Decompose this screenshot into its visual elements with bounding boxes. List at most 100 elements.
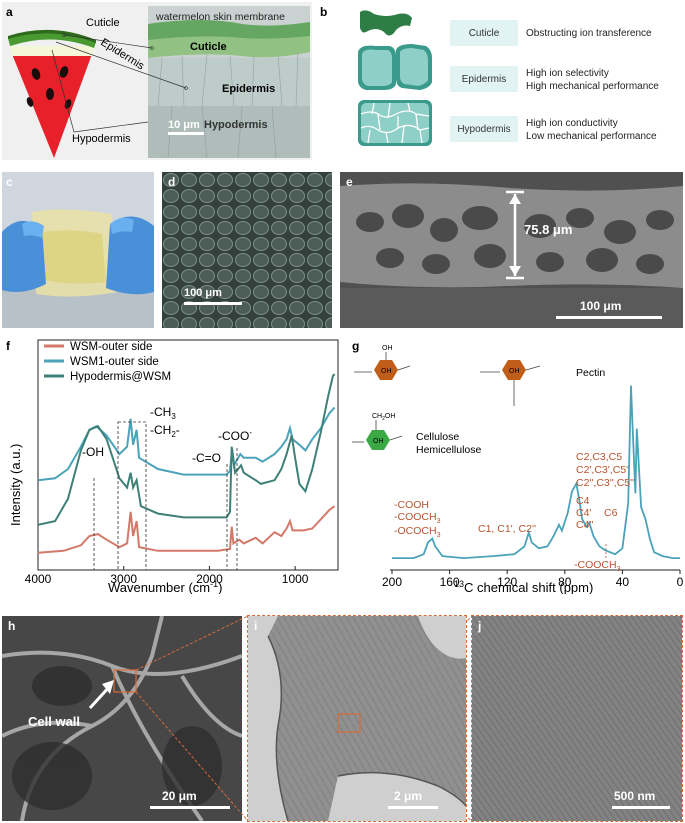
- sem-cell-wall: Cell wall 20 μm h: [2, 616, 242, 821]
- pectin-structure-2: OH: [480, 360, 541, 406]
- cuticle-shape: [360, 10, 412, 36]
- panel-c: c: [2, 172, 154, 328]
- ann-c2-3: C2'',C3'',C5'': [576, 477, 634, 489]
- desc-hypodermis-line1: High ion conductivity: [526, 118, 618, 129]
- cellulose-structure: CH2OH OH: [352, 413, 403, 450]
- label-pectin: Pectin: [576, 367, 605, 379]
- box-cuticle: Cuticle: [450, 20, 518, 46]
- ftir-series-group: [37, 373, 336, 554]
- nmr-xlabel: 13C chemical shift (ppm): [454, 579, 593, 594]
- panel-label-a: a: [6, 5, 13, 19]
- scale-bar-j: [612, 806, 670, 809]
- ann-ch2: -CH2-: [150, 423, 180, 439]
- ann-cooch3: -COOCH3: [394, 511, 441, 525]
- panel-d: 100 μm d: [162, 172, 332, 328]
- panel-g: g 200 160 120 80 40 0 OH OH OH Pectin: [350, 336, 684, 594]
- scale-bar-e: [556, 316, 662, 319]
- desc-epidermis: High ion selectivity High mechanical per…: [526, 67, 659, 93]
- ftir-series-0: [37, 505, 336, 554]
- label-epidermis: Epidermis: [98, 36, 146, 72]
- micro-label-cuticle: Cuticle: [190, 41, 227, 53]
- panel-label-i: i: [254, 619, 257, 633]
- pectin1-oh-center: OH: [381, 368, 392, 375]
- nmr-chart: g 200 160 120 80 40 0 OH OH OH Pectin: [352, 339, 684, 594]
- scale-bar-h: [150, 806, 230, 809]
- ann-c4-2: C4': [576, 507, 591, 519]
- legend-hypodermis-wsm: Hypodermis@WSM: [70, 371, 171, 383]
- label-cuticle: Cuticle: [86, 17, 120, 29]
- scale-label-j: 500 nm: [614, 789, 655, 803]
- panel-i: 2 μm i: [247, 615, 467, 822]
- desc-cuticle-line1: Obstructing ion transference: [526, 28, 652, 39]
- nmr-series-group: [392, 385, 680, 560]
- box-hypodermis: Hypodermis: [450, 116, 518, 142]
- desc-hypodermis: High ion conductivity Low mechanical per…: [526, 117, 657, 143]
- scale-label-h: 20 μm: [162, 789, 197, 803]
- nmr-tick-label: 80: [558, 575, 572, 589]
- nmr-tick-label: 0: [677, 575, 684, 589]
- panel-h: Cell wall 20 μm h: [2, 616, 242, 821]
- scale-label-a: 10 μm: [168, 119, 200, 131]
- desc-cuticle: Obstructing ion transference: [526, 27, 652, 40]
- hypodermis-cells: [358, 100, 432, 146]
- nmr-tick-label: 200: [382, 575, 402, 589]
- panel-label-e: e: [346, 175, 353, 189]
- pectin2-oh-center: OH: [509, 368, 520, 375]
- desc-hypodermis-line2: Low mechanical performance: [526, 131, 657, 142]
- ann-coo: -COO-: [218, 428, 252, 443]
- panel-label-h: h: [8, 619, 15, 633]
- ann-cooh: -COOH: [394, 499, 429, 511]
- ftir-ylabel: Intensity (a.u.): [8, 444, 23, 526]
- panel-label-f: f: [6, 339, 11, 353]
- ftir-xlabel: Wavenumber (cm-1): [108, 579, 222, 594]
- nmr-tick-label: 120: [497, 575, 517, 589]
- cellulose-ch2oh: CH2OH: [372, 413, 395, 422]
- ann-c4-1: C4: [576, 495, 590, 507]
- ann-c6-cooch3: -COOCH3: [574, 559, 621, 573]
- tem-cell-wall: 2 μm i: [248, 616, 466, 821]
- micro-label-hypodermis: Hypodermis: [204, 119, 268, 131]
- membrane-photo: c: [2, 172, 154, 328]
- ftir-tick-label: 2000: [196, 572, 223, 586]
- micro-label-epidermis: Epidermis: [222, 83, 275, 95]
- panel-e: 75.8 μm 100 μm e: [340, 172, 683, 328]
- ftir-legend: WSM-outer side WSM1-outer side Hypodermi…: [44, 341, 171, 383]
- nmr-tick-label: 40: [616, 575, 630, 589]
- panel-label-g: g: [352, 339, 359, 353]
- panel-label-d: d: [168, 175, 175, 189]
- sem-cross-section: 75.8 μm 100 μm e: [340, 172, 683, 328]
- label-cellulose: Cellulose: [416, 431, 459, 443]
- ann-c6: C6: [604, 507, 618, 519]
- scale-bar-d: [184, 302, 242, 305]
- thickness-label: 75.8 μm: [524, 222, 572, 237]
- desc-epidermis-line1: High ion selectivity: [526, 68, 609, 79]
- scale-label-d: 100 μm: [184, 287, 222, 299]
- ann-c4-3: C4'': [576, 519, 593, 531]
- ann-ococh3: -OCOCH3: [394, 525, 441, 539]
- ann-ch3: -CH3: [150, 405, 176, 421]
- pectin-structure-1: OH OH: [354, 345, 411, 380]
- ann-co: -C=O: [192, 451, 221, 465]
- pectin1-oh-top: OH: [382, 345, 393, 352]
- nmr-spectrum: [392, 385, 680, 560]
- ann-c2-2: C2',C3',C5': [576, 464, 628, 476]
- panel-j: 500 nm j: [471, 615, 683, 822]
- ftir-tick-label: 3000: [110, 572, 137, 586]
- left-glove: [2, 220, 46, 292]
- scale-label-e: 100 μm: [580, 299, 621, 313]
- tem-fibrils: 500 nm j: [472, 616, 682, 821]
- ftir-tick-label: 1000: [282, 572, 309, 586]
- scale-bar-i: [388, 806, 438, 809]
- ann-oh: -OH: [82, 445, 104, 459]
- watermelon-flesh: [12, 54, 92, 158]
- label-hemicellulose: Hemicellulose: [416, 444, 482, 456]
- scale-label-i: 2 μm: [394, 789, 422, 803]
- ftir-chart: f 4000 3000 2000 1000 WSM-outer side WSM1-o…: [6, 339, 339, 594]
- panel-a: a Cuticle Epidermis Hypodermis watermelo…: [2, 2, 312, 160]
- legend-wsm-outer: WSM-outer side: [70, 341, 152, 353]
- panel-label-c: c: [6, 175, 13, 189]
- ftir-tick-label: 4000: [25, 572, 52, 586]
- ftir-axes-frame: [37, 339, 339, 571]
- epidermis-cells: [358, 44, 432, 90]
- ann-c1: C1, C1', C2'': [478, 523, 536, 535]
